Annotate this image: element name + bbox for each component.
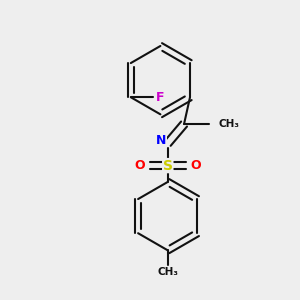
Text: N: N <box>156 134 166 147</box>
Text: S: S <box>163 159 173 172</box>
Text: O: O <box>190 159 201 172</box>
Text: CH₃: CH₃ <box>218 119 239 129</box>
Text: O: O <box>134 159 145 172</box>
Text: CH₃: CH₃ <box>157 267 178 277</box>
Text: F: F <box>156 91 164 104</box>
